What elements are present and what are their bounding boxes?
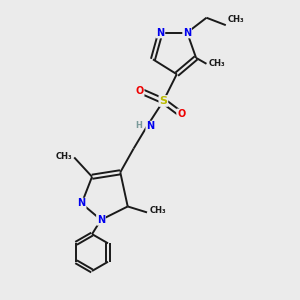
Text: CH₃: CH₃ [228, 15, 244, 24]
Text: N: N [97, 215, 105, 225]
Text: N: N [146, 121, 154, 131]
Text: CH₃: CH₃ [208, 59, 225, 68]
Text: H: H [135, 121, 142, 130]
Text: CH₃: CH₃ [55, 152, 72, 161]
Text: O: O [136, 85, 144, 96]
Text: O: O [177, 109, 185, 119]
Text: N: N [78, 199, 86, 208]
Text: N: N [183, 28, 191, 38]
Text: N: N [156, 28, 164, 38]
Text: CH₃: CH₃ [150, 206, 166, 215]
Text: S: S [159, 96, 167, 106]
